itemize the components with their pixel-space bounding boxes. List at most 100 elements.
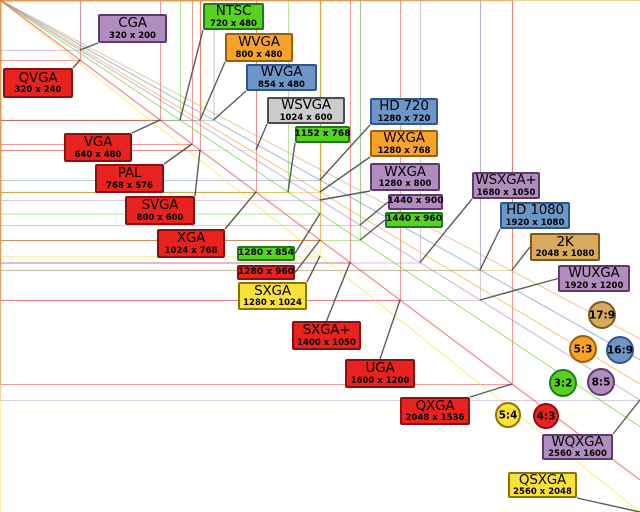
standard-label: 1280 x 854	[237, 246, 295, 261]
standard-name: PAL	[117, 165, 142, 182]
standard-resolution: 2560 x 2048	[513, 487, 572, 498]
label-connector	[419, 198, 473, 263]
standard-name: WXGA	[383, 130, 425, 147]
aspect-ratio-label: 16:9	[607, 345, 633, 357]
aspect-ratio-ray	[0, 0, 640, 340]
standard-name: HD 1080	[506, 202, 564, 219]
standard-resolution: 1280 x 720	[377, 113, 431, 124]
label-connector	[306, 255, 321, 283]
standard-resolution: 800 x 600	[136, 212, 184, 223]
standard-resolution: 1920 x 1200	[564, 280, 624, 291]
standard-label: VGA 640 x 480	[64, 133, 132, 162]
standard-label: SVGA 800 x 600	[125, 196, 195, 225]
standard-resolution: 1024 x 600	[279, 112, 333, 123]
resolution-rect	[0, 0, 182, 122]
standard-label: UGA 1600 x 1200	[345, 359, 415, 388]
label-connector	[479, 228, 501, 271]
standard-name: QVGA	[18, 69, 58, 86]
standard-label: 1152 x 768	[295, 126, 350, 143]
aspect-ratio-circle	[495, 402, 521, 428]
standard-resolution: 854 x 480	[258, 79, 305, 90]
standard-name: WSXGA+	[475, 172, 537, 189]
standard-label: WXGA 1280 x 768	[370, 130, 438, 157]
standard-name: WXGA	[384, 163, 426, 180]
label-connector	[379, 299, 401, 360]
standard-resolution: 1440 x 900	[387, 196, 444, 207]
standard-resolution: 1152 x 768	[294, 128, 351, 139]
standard-resolution: 1280 x 800	[378, 179, 432, 190]
standard-resolution: 1440 x 960	[386, 214, 442, 225]
label-connector	[79, 42, 99, 51]
aspect-ratio-label: 3:2	[554, 378, 573, 390]
aspect-ratio-label: 5:3	[574, 344, 593, 356]
aspect-ratio-circle	[549, 369, 577, 397]
standard-label: WXGA 1280 x 800	[370, 163, 440, 191]
standard-name: XGA	[176, 230, 206, 247]
label-connector	[224, 191, 257, 230]
standard-resolution: 1400 x 1050	[297, 337, 356, 348]
standard-label: CGA 320 x 200	[98, 14, 167, 43]
label-connector	[359, 219, 386, 241]
standard-resolution: 640 x 480	[74, 149, 122, 160]
standard-name: NTSC	[215, 3, 252, 20]
label-connector	[319, 124, 371, 181]
resolution-rect	[0, 0, 352, 264]
standard-label: WSXGA+ 1680 x 1050	[472, 172, 540, 199]
standard-resolution: 1920 x 1080	[505, 217, 565, 228]
standard-name: SVGA	[141, 197, 179, 214]
standard-resolution: 320 x 240	[14, 85, 62, 96]
label-connector	[576, 497, 640, 512]
aspect-ratio-badge: 16:9	[606, 336, 634, 364]
standard-name: SXGA+	[302, 322, 351, 339]
label-connector	[287, 142, 296, 193]
resolution-rect	[0, 0, 362, 227]
aspect-ratio-badge: 3:2	[549, 369, 577, 397]
label-connector	[72, 59, 81, 69]
aspect-ratio-badge: 4:3	[533, 403, 559, 429]
aspect-ratio-label: 8:5	[592, 377, 611, 389]
label-connector	[319, 190, 371, 201]
standard-resolution: 320 x 200	[109, 30, 156, 41]
standard-name: UGA	[365, 360, 395, 377]
label-connector	[194, 149, 201, 197]
aspect-ratio-label: 5:4	[499, 410, 518, 422]
aspect-ratio-badge: 8:5	[587, 368, 615, 396]
resolution-rect	[0, 0, 82, 62]
standard-label: SXGA 1280 x 1024	[238, 282, 307, 310]
aspect-ratio-badge: 5:3	[569, 335, 597, 363]
standard-name: QXGA	[415, 397, 455, 414]
label-connector	[511, 246, 531, 271]
standard-name: WSVGA	[281, 97, 331, 114]
standard-label: 1280 x 960	[237, 265, 295, 280]
standard-label: 1440 x 900	[388, 194, 443, 210]
standard-resolution: 768 x 576	[106, 180, 153, 191]
standard-label: HD 1080 1920 x 1080	[500, 202, 570, 229]
standard-resolution: 1680 x 1050	[476, 187, 536, 198]
aspect-ratio-label: 4:3	[537, 411, 556, 423]
standard-label: QSXGA 2560 x 2048	[508, 472, 577, 498]
resolution-rect	[0, 0, 215, 122]
aspect-ratio-ray	[0, 0, 640, 428]
label-connector	[325, 262, 351, 322]
standard-name: CGA	[118, 15, 147, 32]
label-connector	[179, 29, 204, 121]
standard-name: WQXGA	[551, 433, 604, 450]
standard-label: QVGA 320 x 240	[3, 68, 73, 98]
aspect-ratio-circle	[533, 403, 559, 429]
standard-name: WVGA	[238, 34, 280, 51]
label-connector	[255, 123, 268, 151]
standard-resolution: 1600 x 1200	[350, 375, 410, 386]
resolution-rect	[0, 0, 82, 52]
aspect-ratio-badge: 5:4	[495, 402, 521, 428]
label-connector	[213, 90, 247, 121]
aspect-ratio-circle	[587, 368, 615, 396]
aspect-ratio-badge: 17:9	[588, 301, 616, 329]
standard-name: VGA	[83, 134, 113, 151]
label-connector	[359, 201, 389, 226]
standard-resolution: 1280 x 1024	[243, 298, 302, 309]
label-connector	[469, 383, 513, 398]
resolution-rect	[0, 0, 162, 122]
standard-label: HD 720 1280 x 720	[370, 98, 438, 125]
standard-label: WSVGA 1024 x 600	[267, 97, 345, 124]
